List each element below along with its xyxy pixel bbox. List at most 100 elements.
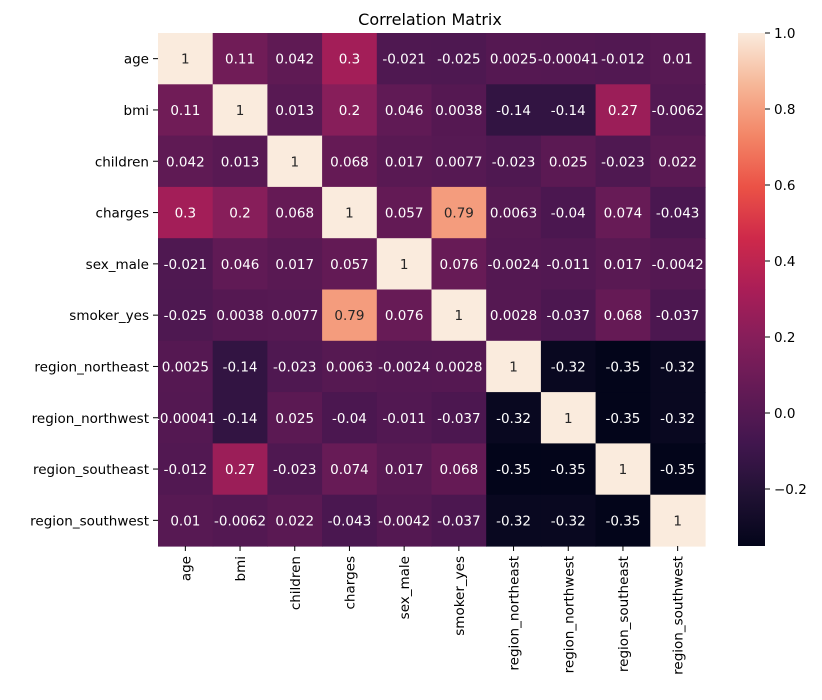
cell-value-label: 1 [236,103,245,119]
heatmap-cell-sex_male-sex_male [376,238,433,291]
cell-value-label: -0.0062 [214,513,266,529]
cell-value-label: -0.043 [656,206,700,222]
heatmap-cell-sex_male-charges [322,238,378,291]
heatmap-cell-region_southwest-bmi [212,494,268,547]
heatmap-cell-sex_male-bmi [212,238,268,291]
y-axis: age bmi children charges sex_male smoker_yesr… [30,52,158,529]
y-tick-label-region_southeast: region_southeast [33,462,149,478]
heatmap-cell-region_southeast-sex_male [376,443,433,496]
y-tick-label-smoker_yes: smoker_yes [69,308,149,324]
cell-value-label: 1 [509,359,518,375]
cell-value-label: -0.35 [496,462,531,478]
cell-value-label: -0.037 [437,411,481,427]
cell-value-label: -0.35 [605,359,640,375]
y-tick-label-sex_male: sex_male [86,257,149,273]
heatmap-cell-charges-region_northeast [486,186,542,239]
heatmap-cell-region_southwest-charges [322,494,378,547]
cell-value-label: -0.35 [605,411,640,427]
cell-value-label: -0.023 [601,154,645,170]
y-tick-label-children: children [95,154,149,170]
heatmap-cell-region_southeast-region_northeast [486,443,542,496]
cell-value-label: 1 [673,513,682,529]
heatmap-cell-age-children [267,33,323,85]
x-tick-label-region_northwest: region_northwest [561,556,577,673]
cell-value-label: -0.011 [382,411,426,427]
cell-value-label: 0.042 [166,154,205,170]
heatmap-cell-sex_male-children [267,238,323,291]
colorbar-tick-label: 1.0 [774,26,795,42]
heatmap-cells [158,33,706,547]
colorbar-gradient [738,33,765,546]
heatmap-cell-region_northeast-region_southeast [595,340,651,393]
heatmap-cell-age-charges [322,33,378,85]
cell-value-label: 0.046 [385,103,424,119]
cell-value-label: 1 [400,257,409,273]
cell-value-label: 0.0028 [490,308,537,324]
cell-value-label: 0.013 [275,103,314,119]
cell-value-label: -0.14 [496,103,531,119]
cell-value-label: 0.2 [339,103,360,119]
cell-value-label: 0.025 [275,411,314,427]
cell-value-label: -0.0024 [378,359,430,375]
heatmap-cell-region_northeast-bmi [212,340,268,393]
cell-value-label: 1 [455,308,464,324]
heatmap-cell-charges-smoker_yes [431,186,487,239]
heatmap-cell-region_southeast-bmi [212,443,268,496]
cell-value-label: 0.068 [330,154,369,170]
heatmap-cell-charges-sex_male [376,186,433,239]
heatmap-cell-age-region_northwest [540,33,597,85]
cell-value-label: 1 [181,52,190,68]
heatmap-cell-region_northeast-region_northeast [486,340,542,393]
cell-value-label: -0.04 [551,206,586,222]
heatmap-cell-region_northwest-charges [322,392,378,444]
y-tick-label-region_northeast: region_northeast [34,359,149,375]
heatmap-cell-smoker_yes-charges [322,289,378,342]
colorbar-tick-label: 0.8 [774,102,795,118]
heatmap-cell-smoker_yes-sex_male [376,289,433,342]
heatmap-cell-smoker_yes-region_southwest [650,289,706,342]
cell-value-label: -0.35 [660,462,695,478]
heatmap-cell-age-region_northeast [486,33,542,85]
heatmap-cell-region_southeast-age [158,443,214,496]
chart-title: Correlation Matrix [358,10,502,29]
cell-value-label: -0.00041 [538,52,599,68]
cell-value-label: -0.023 [273,462,317,478]
x-tick-label-sex_male: sex_male [397,556,413,619]
cell-value-label: 0.0038 [216,308,263,324]
cell-value-label: 0.2 [229,206,250,222]
cell-value-label: -0.14 [223,359,258,375]
heatmap-cell-children-sex_male [376,135,433,188]
heatmap-cell-bmi-region_northwest [540,84,597,137]
heatmap-cell-bmi-region_northeast [486,84,542,137]
heatmap-cell-region_northeast-smoker_yes [431,340,487,393]
heatmap-cell-region_northwest-age [158,392,214,444]
cell-value-label: 0.3 [175,206,196,222]
heatmap-cell-smoker_yes-age [158,289,214,342]
cell-value-label: -0.14 [551,103,586,119]
heatmap-cell-sex_male-region_southeast [595,238,651,291]
heatmap-cell-bmi-sex_male [376,84,433,137]
cell-value-label: 0.068 [440,462,479,478]
heatmap-cell-children-region_southeast [595,135,651,188]
y-tick-label-age: age [124,52,149,68]
heatmap-cell-charges-bmi [212,186,268,239]
cell-value-label: 0.79 [444,206,474,222]
heatmap-cell-charges-age [158,186,214,239]
x-tick-label-smoker_yes: smoker_yes [452,556,468,636]
heatmap-cell-bmi-region_southeast [595,84,651,137]
cell-value-label: 0.042 [275,52,314,68]
heatmap-cell-region_southeast-charges [322,443,378,496]
heatmap-cell-region_northwest-region_northwest [540,392,597,444]
cell-value-label: 0.01 [170,513,200,529]
cell-value-label: -0.021 [382,52,426,68]
heatmap-cell-smoker_yes-children [267,289,323,342]
cell-value-label: 0.057 [385,206,424,222]
cell-value-label: -0.037 [437,513,481,529]
cell-value-label: 0.068 [604,308,643,324]
heatmap-cell-bmi-region_southwest [650,84,706,137]
heatmap-cell-age-region_southwest [650,33,706,85]
cell-value-label: 0.068 [275,206,314,222]
x-axis: age bmi children charges sex_male smoker_yes r… [178,546,687,675]
heatmap-cell-region_northwest-sex_male [376,392,433,444]
cell-value-label: 0.0025 [490,52,537,68]
